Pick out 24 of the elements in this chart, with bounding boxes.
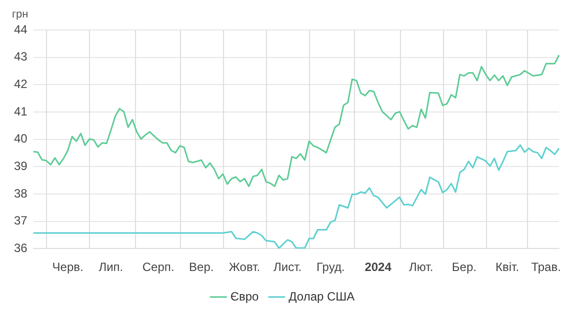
x-tick-label: Жовт.	[228, 260, 260, 274]
y-tick-label: 41	[14, 104, 28, 118]
x-tick-label: Лют.	[409, 260, 434, 274]
y-tick-label: 36	[14, 240, 28, 255]
y-tick-label: 38	[14, 186, 28, 200]
x-tick-label: Лип.	[98, 260, 124, 274]
x-tick-label: Груд.	[316, 260, 345, 274]
x-tick-label: Серп.	[142, 260, 174, 274]
y-tick-label: 43	[14, 50, 28, 64]
y-tick-label: 39	[14, 158, 28, 173]
x-tick-label: 2024	[364, 260, 392, 274]
y-tick-label: 44	[14, 22, 28, 36]
x-tick-label: Бер.	[452, 260, 476, 274]
x-tick-label: Вер.	[189, 260, 214, 274]
x-tick-label: Трав.	[531, 260, 561, 274]
x-tick-label: Квіт.	[496, 260, 520, 274]
x-tick-label: Лист.	[274, 260, 302, 274]
y-axis-title: грн	[12, 8, 28, 21]
x-tick-label: Черв.	[52, 260, 84, 274]
y-tick-label: 42	[14, 76, 28, 91]
legend-label: Долар США	[288, 289, 355, 304]
legend-label: Євро	[230, 289, 259, 304]
y-tick-label: 40	[14, 132, 28, 146]
y-tick-label: 37	[14, 214, 28, 228]
